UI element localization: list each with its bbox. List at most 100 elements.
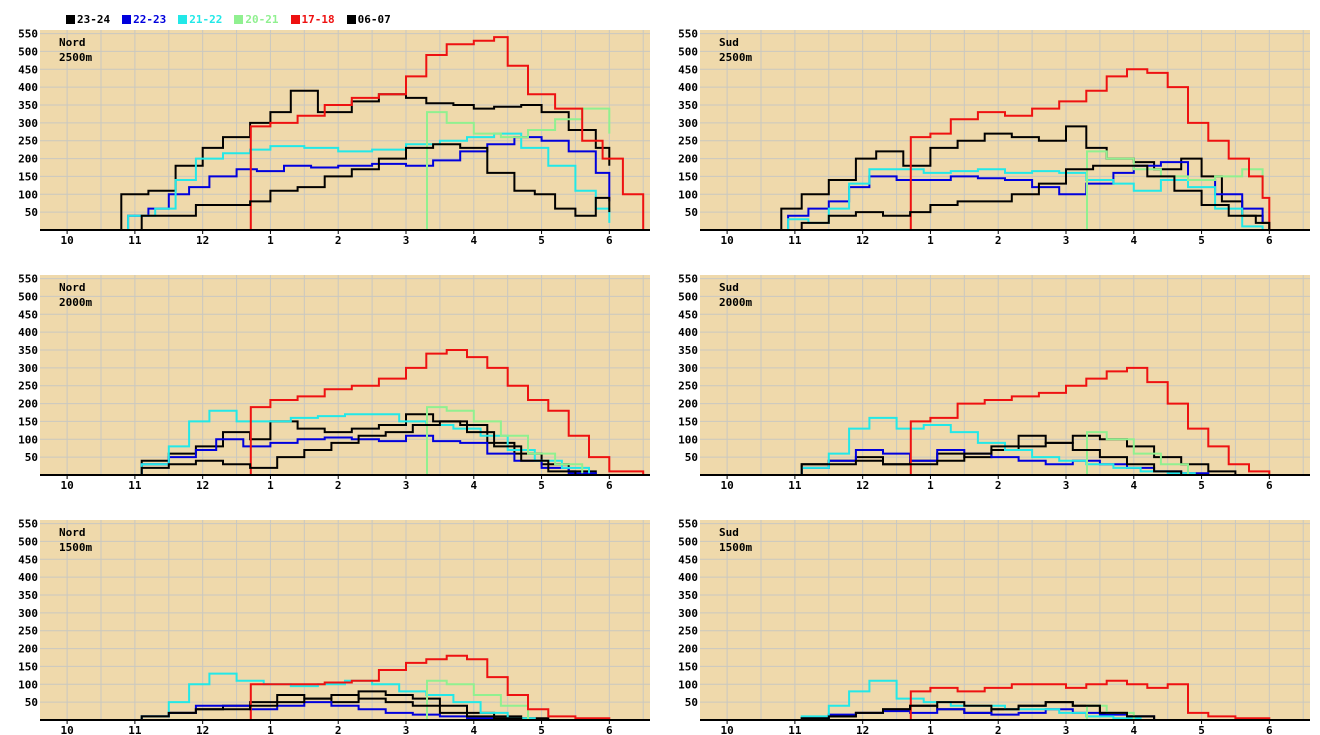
y-tick-label: 150: [18, 660, 38, 673]
y-tick-label: 450: [678, 308, 698, 321]
x-tick-label: 12: [856, 234, 869, 247]
y-tick-label: 200: [18, 643, 38, 656]
series-line: [114, 143, 611, 231]
x-tick-label: 6: [606, 234, 613, 247]
series-line: [1086, 431, 1189, 476]
y-tick-label: 300: [678, 362, 698, 375]
y-tick-label: 400: [18, 326, 38, 339]
x-tick-label: 4: [1130, 234, 1137, 247]
y-tick-label: 350: [18, 99, 38, 112]
y-tick-label: 250: [18, 625, 38, 638]
x-tick-label: 10: [60, 479, 73, 492]
panel-title: 1500m: [719, 541, 752, 554]
series-line: [700, 168, 1264, 231]
series-line: [774, 701, 1156, 721]
plot-area: [40, 520, 650, 720]
y-tick-label: 350: [18, 589, 38, 602]
plot-area: [700, 520, 1310, 720]
x-tick-label: 5: [1198, 724, 1205, 735]
legend-item: 06-07: [346, 11, 391, 27]
y-tick-label: 550: [18, 28, 38, 41]
panel-title: Sud: [719, 36, 739, 49]
series-line: [40, 136, 611, 231]
x-tick-label: 12: [196, 234, 209, 247]
y-tick-label: 350: [678, 589, 698, 602]
y-tick-label: 500: [678, 535, 698, 548]
series-line: [40, 409, 590, 476]
y-tick-label: 100: [678, 188, 698, 201]
y-tick-label: 250: [678, 625, 698, 638]
x-tick-label: 6: [1266, 724, 1273, 735]
y-tick-label: 550: [678, 273, 698, 286]
panel-title: 2500m: [59, 51, 92, 64]
y-tick-label: 450: [18, 553, 38, 566]
x-tick-label: 10: [60, 724, 73, 735]
x-tick-label: 2: [335, 234, 342, 247]
series-line: [249, 654, 644, 721]
y-tick-label: 150: [18, 415, 38, 428]
x-tick-label: 6: [1266, 479, 1273, 492]
legend-item: 22-23: [122, 11, 166, 27]
panel-title: Sud: [719, 281, 739, 294]
y-tick-label: 550: [678, 28, 698, 41]
series-line: [114, 694, 523, 721]
x-tick-label: 1: [927, 724, 934, 735]
x-tick-label: 1: [267, 479, 274, 492]
series-line: [426, 406, 584, 476]
x-tick-label: 12: [196, 479, 209, 492]
x-tick-label: 10: [720, 724, 733, 735]
legend-swatch: [346, 14, 356, 24]
y-tick-label: 150: [678, 660, 698, 673]
y-tick-label: 100: [18, 188, 38, 201]
y-tick-label: 300: [678, 117, 698, 130]
y-tick-label: 50: [685, 696, 698, 709]
series-line: [700, 125, 1271, 231]
y-tick-label: 550: [18, 273, 38, 286]
x-tick-label: 11: [788, 479, 802, 492]
x-tick-label: 1: [927, 479, 934, 492]
y-tick-label: 50: [25, 206, 38, 219]
panel-title: 1500m: [59, 541, 92, 554]
y-tick-label: 450: [678, 553, 698, 566]
y-tick-label: 200: [18, 398, 38, 411]
y-tick-label: 300: [678, 607, 698, 620]
series-line: [40, 132, 611, 231]
x-tick-label: 2: [995, 479, 1002, 492]
series-line: [700, 161, 1264, 231]
x-tick-label: 1: [267, 724, 274, 735]
x-tick-label: 11: [128, 479, 142, 492]
series-line: [909, 68, 1271, 231]
y-tick-label: 200: [18, 153, 38, 166]
y-tick-label: 100: [678, 433, 698, 446]
y-tick-label: 250: [18, 135, 38, 148]
y-tick-label: 450: [18, 63, 38, 76]
legend-label: 06-07: [357, 12, 391, 26]
x-tick-label: 2: [335, 479, 342, 492]
legend-item: 17-18: [290, 11, 335, 27]
y-tick-label: 100: [18, 678, 38, 691]
legend-label: 17-18: [301, 12, 335, 26]
series-line: [426, 679, 529, 721]
x-tick-label: 11: [128, 234, 142, 247]
x-tick-label: 6: [1266, 234, 1273, 247]
y-tick-label: 100: [678, 678, 698, 691]
series-line: [249, 349, 645, 476]
x-tick-label: 11: [788, 724, 802, 735]
x-tick-label: 10: [60, 234, 73, 247]
y-tick-label: 550: [678, 518, 698, 531]
panel-title: Nord: [59, 281, 86, 294]
x-tick-label: 3: [1063, 234, 1070, 247]
y-tick-label: 400: [678, 571, 698, 584]
series-line: [700, 416, 1196, 476]
series-line: [114, 420, 577, 476]
y-tick-label: 350: [678, 99, 698, 112]
x-tick-label: 10: [720, 479, 733, 492]
y-tick-label: 100: [18, 433, 38, 446]
plot-area: [40, 30, 650, 230]
x-tick-label: 5: [538, 724, 545, 735]
x-tick-label: 1: [927, 234, 934, 247]
panel-title: 2000m: [59, 296, 92, 309]
y-tick-label: 200: [678, 643, 698, 656]
legend-item: 23-24: [66, 11, 110, 27]
